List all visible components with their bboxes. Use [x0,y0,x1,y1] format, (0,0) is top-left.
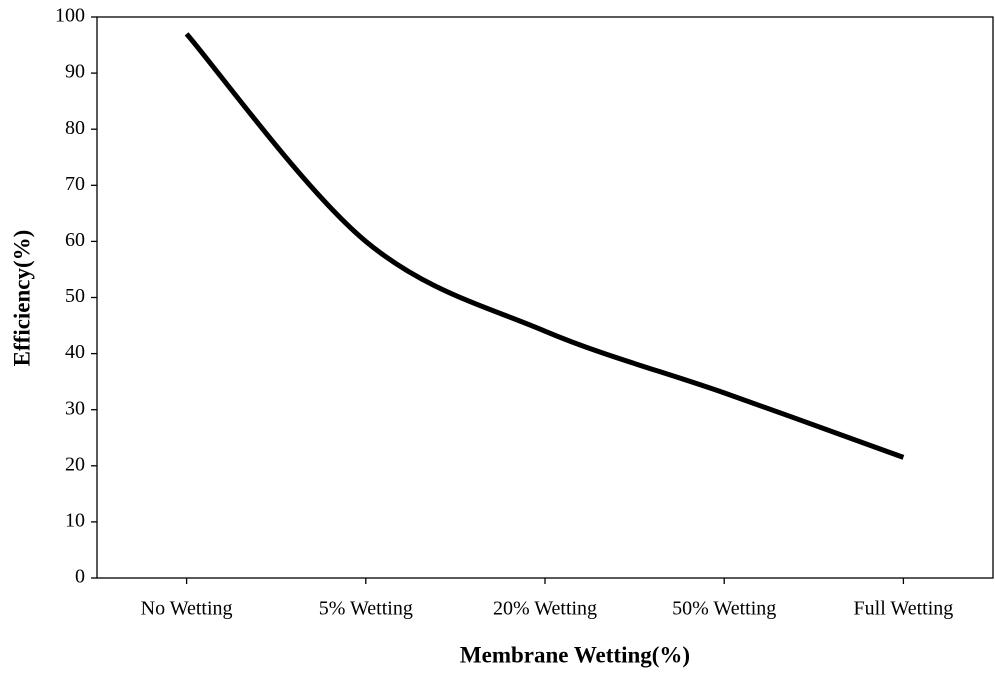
y-tick-label: 20 [65,453,85,475]
plot-frame [96,16,994,579]
x-tick-label: 5% Wetting [319,598,413,620]
y-tick-label: 60 [65,229,85,251]
y-axis-title: Efficiency(%) [9,230,34,367]
y-tick-label: 10 [65,509,85,531]
y-tick-label: 70 [65,173,85,195]
x-axis-title: Membrane Wetting(%) [460,642,690,667]
y-tick-label: 50 [65,285,85,307]
x-tick-label: Full Wetting [854,598,954,620]
y-tick-label: 0 [75,566,85,588]
y-tick-label: 30 [65,397,85,419]
y-tick-label: 40 [65,341,85,363]
x-tick-label: No Wetting [141,598,233,620]
y-tick-label: 80 [65,117,85,139]
x-tick-label: 20% Wetting [493,598,597,620]
y-tick-label: 90 [65,61,85,83]
x-tick-label: 50% Wetting [672,598,776,620]
data-line [184,32,905,460]
y-tick-label: 100 [55,5,85,27]
